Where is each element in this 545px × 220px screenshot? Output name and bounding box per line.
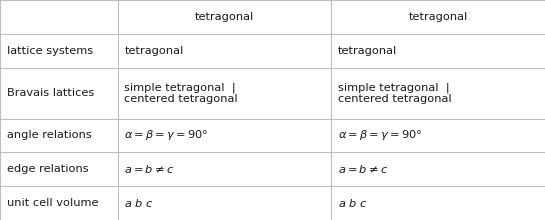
Text: tetragonal: tetragonal [124, 46, 184, 56]
Text: $\alpha = \beta = \gamma = 90°$: $\alpha = \beta = \gamma = 90°$ [338, 128, 422, 143]
Text: tetragonal: tetragonal [409, 12, 468, 22]
Text: angle relations: angle relations [7, 130, 92, 141]
Text: $a\ b\ c$: $a\ b\ c$ [338, 197, 367, 209]
Text: $\alpha = \beta = \gamma = 90°$: $\alpha = \beta = \gamma = 90°$ [124, 128, 209, 143]
Text: lattice systems: lattice systems [7, 46, 93, 56]
Text: $a = b \neq c$: $a = b \neq c$ [338, 163, 388, 175]
Text: $a\ b\ c$: $a\ b\ c$ [124, 197, 154, 209]
Text: simple tetragonal  |
centered tetragonal: simple tetragonal | centered tetragonal [124, 82, 238, 104]
Text: unit cell volume: unit cell volume [7, 198, 98, 208]
Text: simple tetragonal  |
centered tetragonal: simple tetragonal | centered tetragonal [338, 82, 452, 104]
Text: $a = b \neq c$: $a = b \neq c$ [124, 163, 174, 175]
Text: edge relations: edge relations [7, 164, 88, 174]
Text: Bravais lattices: Bravais lattices [7, 88, 94, 98]
Text: tetragonal: tetragonal [338, 46, 397, 56]
Text: tetragonal: tetragonal [195, 12, 254, 22]
